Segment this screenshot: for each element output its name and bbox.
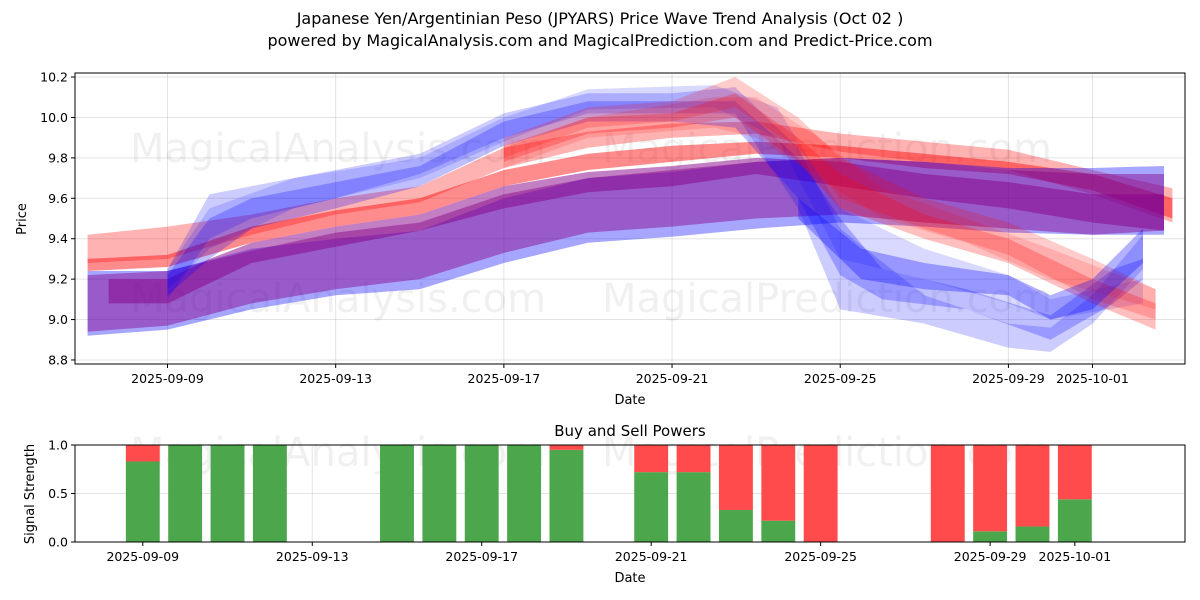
buy-bar bbox=[676, 472, 711, 542]
signal-bars bbox=[125, 445, 1092, 542]
buy-bar bbox=[210, 445, 245, 542]
price-x-tick-label: 2025-09-13 bbox=[299, 371, 372, 386]
sell-bar bbox=[930, 445, 965, 542]
buy-bar bbox=[634, 472, 669, 542]
price-band-blue-5 bbox=[167, 87, 1143, 352]
signal-y-axis-label: Signal Strength bbox=[23, 444, 38, 544]
price-y-ticks: 8.8 9.0 9.2 9.4 9.6 9.8 10.0 10.2 bbox=[40, 70, 75, 367]
price-x-tick-label: 2025-09-17 bbox=[468, 371, 541, 386]
sell-bar bbox=[718, 445, 753, 510]
buy-bar bbox=[1057, 499, 1092, 542]
price-band-red-0 bbox=[87, 121, 1173, 263]
buy-sell-chart: Buy and Sell Powers MagicalAnalysis.com … bbox=[23, 422, 1186, 586]
signal-y-ticks: 0.0 0.5 1.0 bbox=[48, 438, 75, 550]
signal-x-tick-label: 2025-09-09 bbox=[106, 549, 179, 564]
price-x-tick-label: 2025-09-09 bbox=[131, 371, 204, 386]
buy-bar bbox=[168, 445, 203, 542]
sell-bar bbox=[549, 445, 584, 450]
buy-bar bbox=[464, 445, 499, 542]
chart-title: Japanese Yen/Argentinian Peso (JPYARS) P… bbox=[296, 9, 904, 28]
price-band-blue-11 bbox=[798, 198, 1143, 320]
signal-y-tick-label: 0.5 bbox=[48, 486, 68, 501]
price-band-red-1 bbox=[87, 141, 1173, 271]
price-x-tick-label: 2025-09-25 bbox=[804, 371, 877, 386]
watermark-analysis-top: MagicalAnalysis.com bbox=[130, 126, 546, 172]
buy-bar bbox=[718, 509, 753, 542]
sell-bar bbox=[973, 445, 1008, 532]
price-y-tick-label: 9.0 bbox=[48, 312, 68, 327]
price-grid bbox=[75, 73, 1185, 364]
sell-bar bbox=[125, 445, 160, 462]
price-band-blue-2 bbox=[87, 157, 1165, 336]
signal-x-tick-label: 2025-09-13 bbox=[276, 549, 349, 564]
buy-sell-title: Buy and Sell Powers bbox=[554, 422, 706, 440]
sell-bar bbox=[1015, 445, 1050, 527]
sell-bar bbox=[761, 445, 796, 521]
price-bands bbox=[87, 77, 1173, 352]
buy-bar bbox=[252, 445, 287, 542]
price-y-tick-label: 8.8 bbox=[48, 352, 68, 367]
sell-bar bbox=[803, 445, 838, 542]
price-band-purple-4 bbox=[108, 157, 1165, 304]
price-band-red-10 bbox=[503, 97, 1156, 310]
sell-bar bbox=[634, 445, 669, 473]
buy-bar bbox=[380, 445, 414, 542]
price-x-axis-label: Date bbox=[614, 393, 645, 408]
price-y-tick-label: 9.2 bbox=[48, 272, 68, 287]
buy-bar bbox=[761, 520, 796, 542]
signal-x-tick-label: 2025-10-01 bbox=[1039, 549, 1112, 564]
signal-x-axis-label: Date bbox=[614, 571, 645, 586]
buy-bar bbox=[422, 445, 457, 542]
price-y-tick-label: 9.6 bbox=[48, 191, 68, 206]
buy-bar bbox=[125, 461, 160, 542]
buy-bar bbox=[1015, 526, 1050, 542]
price-band-red-8 bbox=[503, 77, 1156, 320]
price-y-tick-label: 10.2 bbox=[40, 70, 68, 85]
price-y-tick-label: 10.0 bbox=[40, 110, 68, 125]
buy-bar bbox=[549, 449, 584, 542]
sell-bar bbox=[676, 445, 711, 473]
signal-x-tick-label: 2025-09-17 bbox=[445, 549, 518, 564]
signal-x-ticks: 2025-09-09 2025-09-13 2025-09-17 2025-09-21… bbox=[106, 542, 1111, 564]
sell-bar bbox=[1057, 445, 1092, 500]
chart-subtitle: powered by MagicalAnalysis.com and Magic… bbox=[267, 31, 933, 50]
price-band-purple-3 bbox=[87, 157, 1165, 332]
price-wave-chart: MagicalAnalysis.com MagicalPrediction.co… bbox=[15, 70, 1186, 408]
price-axes-frame bbox=[74, 72, 1186, 365]
buy-bar bbox=[507, 445, 542, 542]
signal-x-tick-label: 2025-09-21 bbox=[615, 549, 688, 564]
price-band-blue-6 bbox=[167, 101, 1143, 340]
price-x-tick-label: 2025-09-29 bbox=[972, 371, 1045, 386]
price-y-axis-label: Price bbox=[15, 203, 30, 235]
buy-bar bbox=[973, 531, 1008, 542]
watermark-prediction-bottom: MagicalPrediction.com bbox=[602, 276, 1052, 322]
price-y-tick-label: 9.8 bbox=[48, 150, 68, 165]
signal-y-tick-label: 1.0 bbox=[48, 438, 68, 453]
signal-x-tick-label: 2025-09-29 bbox=[954, 549, 1027, 564]
price-y-tick-label: 9.4 bbox=[48, 231, 68, 246]
price-x-ticks: 2025-09-09 2025-09-13 2025-09-17 2025-09-21… bbox=[131, 364, 1129, 386]
signal-y-tick-label: 0.0 bbox=[48, 535, 68, 550]
signal-x-tick-label: 2025-09-25 bbox=[784, 549, 857, 564]
price-band-blue-7 bbox=[167, 85, 1143, 320]
price-x-tick-label: 2025-10-01 bbox=[1056, 371, 1129, 386]
price-x-tick-label: 2025-09-21 bbox=[636, 371, 709, 386]
